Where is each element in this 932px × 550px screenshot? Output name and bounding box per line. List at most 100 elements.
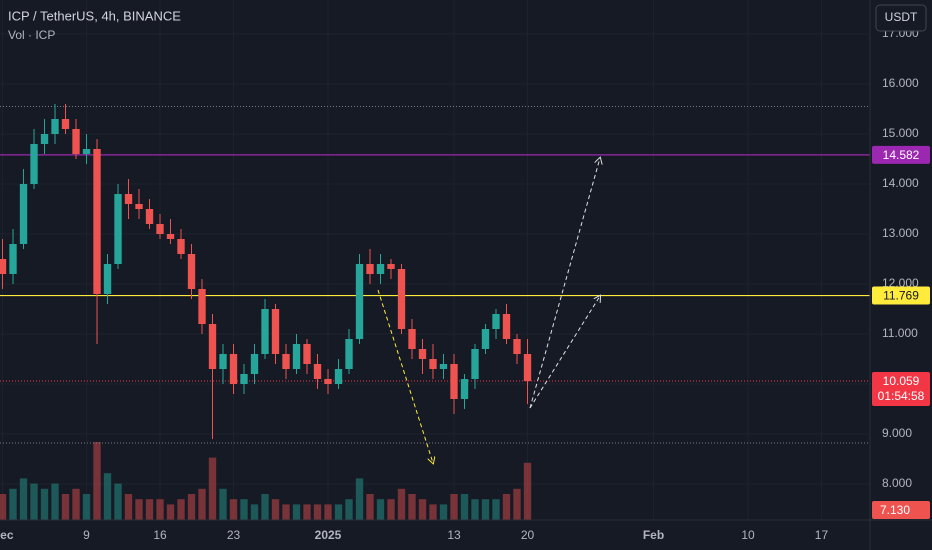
candle-body xyxy=(61,119,70,129)
price-tag-label: 14.582 xyxy=(883,148,920,162)
volume-bar xyxy=(82,494,91,520)
x-tick-label: 13 xyxy=(447,528,461,542)
y-tick-label: 15.000 xyxy=(882,126,919,140)
candle-body xyxy=(513,339,521,354)
candle-body xyxy=(114,194,122,264)
volume-layer xyxy=(0,442,532,520)
volume-bar xyxy=(292,504,301,520)
volume-bar xyxy=(135,499,143,520)
currency-button-frame[interactable] xyxy=(875,4,927,32)
y-tick-label: 11.000 xyxy=(882,326,918,340)
x-tick-label: 10 xyxy=(741,528,755,542)
volume-bar xyxy=(30,483,38,520)
candle-body xyxy=(261,309,269,354)
volume-bar xyxy=(198,488,206,520)
candle-body xyxy=(313,364,322,379)
projection-arrow xyxy=(377,289,433,463)
volume-bar xyxy=(9,488,17,520)
volume-bar xyxy=(313,504,322,520)
candle-body xyxy=(219,354,227,369)
volume-bar xyxy=(502,494,511,520)
price-axis: 8.0009.00010.00011.00012.00013.00014.000… xyxy=(882,26,919,490)
x-tick-label: 23 xyxy=(227,528,241,542)
volume-bar xyxy=(0,494,7,520)
time-axis: Dec 9 16 23 2025 13 20 Feb 10 17 xyxy=(0,528,828,542)
volume-bar xyxy=(481,499,490,520)
volume-bar xyxy=(166,504,175,520)
volume-bar xyxy=(355,478,364,520)
countdown: 01:54:58 xyxy=(878,389,925,403)
candle-body xyxy=(324,379,332,384)
volume-bar xyxy=(345,499,353,520)
currency-button-label[interactable]: USDT xyxy=(885,10,918,24)
volume-bar xyxy=(408,494,416,520)
y-tick-label: 8.000 xyxy=(882,476,912,490)
volume-bar xyxy=(418,499,427,520)
candle-body xyxy=(366,264,374,274)
x-tick-label: Dec xyxy=(0,528,14,542)
volume-bar xyxy=(177,499,185,520)
candle-body xyxy=(0,259,7,274)
grid xyxy=(0,0,870,520)
volume-bar xyxy=(334,504,343,520)
x-tick-label: 9 xyxy=(83,528,90,542)
volume-bar xyxy=(261,494,269,520)
y-tick-label: 14.000 xyxy=(882,176,919,190)
projection-arrow xyxy=(529,158,600,409)
candle-body xyxy=(418,349,427,359)
volume-bar xyxy=(240,499,248,520)
candle-body xyxy=(135,204,143,209)
candle-body xyxy=(481,329,490,349)
candle-body xyxy=(145,209,154,224)
volume-bar xyxy=(271,499,280,520)
levels-layer xyxy=(0,106,870,444)
currency-button[interactable]: USDT xyxy=(875,4,927,32)
candle-body xyxy=(429,359,437,369)
candle-body xyxy=(292,344,301,369)
volume-bar xyxy=(429,504,437,520)
price-tag xyxy=(872,145,930,164)
volume-bar xyxy=(282,504,290,520)
candle-body xyxy=(355,264,364,339)
last-price-label: 10.059 xyxy=(883,374,920,388)
volume-bar xyxy=(387,499,395,520)
candle-body xyxy=(460,379,469,399)
candle-body xyxy=(103,264,112,294)
volume-bar xyxy=(19,478,28,520)
x-tick-label: Feb xyxy=(643,528,664,542)
candle-body xyxy=(240,374,248,384)
x-tick-label: 2025 xyxy=(315,528,342,542)
candle-body xyxy=(450,364,458,399)
volume-bar xyxy=(439,504,448,520)
volume-bar xyxy=(250,504,259,520)
candle-body xyxy=(19,184,28,244)
price-tag-label: 11.769 xyxy=(883,289,919,303)
candle-body xyxy=(250,354,259,374)
candle-body xyxy=(208,324,217,369)
volume-bar xyxy=(40,488,49,520)
candle-body xyxy=(229,354,238,384)
candle-body xyxy=(387,264,395,269)
volume-bar xyxy=(366,494,374,520)
candle-body xyxy=(471,349,479,379)
candle-body xyxy=(271,309,280,354)
volume-bar xyxy=(208,457,217,520)
volume-bar xyxy=(492,499,500,520)
candle-body xyxy=(376,264,385,274)
volume-bar xyxy=(324,504,332,520)
candle-body xyxy=(282,354,290,369)
candle-body xyxy=(198,289,206,324)
volume-bar xyxy=(51,483,59,520)
projection-arrow xyxy=(529,296,600,409)
y-tick-label: 16.000 xyxy=(882,76,919,90)
volume-bar xyxy=(523,462,532,520)
candle-body xyxy=(93,149,101,294)
drawings xyxy=(377,158,600,463)
volume-bar xyxy=(187,494,196,520)
candle-body xyxy=(156,224,164,234)
x-tick-label: 17 xyxy=(815,528,829,542)
